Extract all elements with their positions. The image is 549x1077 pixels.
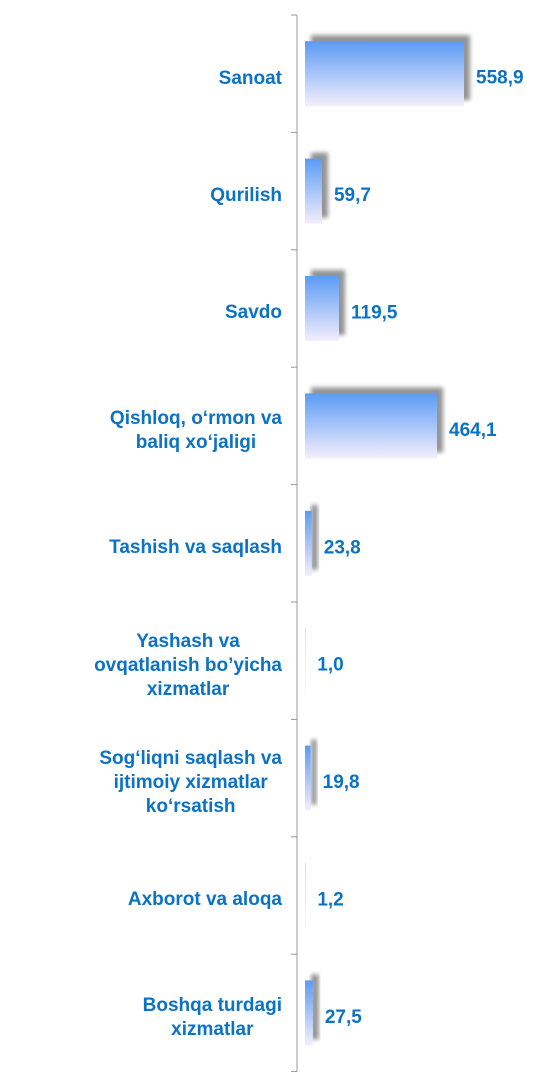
- bar: [305, 276, 339, 341]
- category-label: Sanoat: [2, 20, 282, 137]
- value-label: 119,5: [351, 303, 398, 324]
- bar-shadow: [311, 740, 317, 805]
- value-label: 59,7: [334, 185, 371, 206]
- bar-shadow: [311, 505, 318, 570]
- bar: [305, 393, 437, 458]
- value-label: 464,1: [449, 420, 497, 441]
- category-text: Axborot va aloqa: [128, 888, 282, 912]
- category-label: Qurilish: [2, 137, 282, 254]
- category-label: Sog‘liqni saqlash va ijtimoiy xizmatlar …: [2, 724, 282, 841]
- bar: [305, 746, 311, 811]
- category-text: Sog‘liqni saqlash va ijtimoiy xizmatlar …: [99, 747, 282, 819]
- bar: [305, 511, 312, 576]
- bar: [305, 980, 313, 1045]
- value-label: 27,5: [325, 1007, 362, 1028]
- category-label: Tashish va saqlash: [2, 490, 282, 607]
- value-label: 558,9: [476, 68, 524, 89]
- category-text: Sanoat: [219, 67, 282, 91]
- category-text: Savdo: [225, 301, 282, 325]
- category-text: Yashash va ovqatlanish bo’yicha xizmatla…: [94, 630, 282, 702]
- value-label: 23,8: [324, 537, 361, 558]
- value-label: 1,0: [317, 655, 343, 676]
- category-label: Qishloq, o‘rmon va baliq xo‘jaligi: [2, 372, 282, 489]
- category-text: Boshqa turdagi xizmatlar: [143, 994, 282, 1042]
- category-label: Axborot va aloqa: [2, 842, 282, 959]
- category-label: Boshqa turdagi xizmatlar: [2, 959, 282, 1076]
- category-text: Qurilish: [210, 184, 282, 208]
- value-label: 1,2: [317, 890, 343, 911]
- category-label: Yashash va ovqatlanish bo’yicha xizmatla…: [2, 607, 282, 724]
- value-label: 19,8: [323, 772, 360, 793]
- category-label: Savdo: [2, 255, 282, 372]
- category-text: Qishloq, o‘rmon va baliq xo‘jaligi: [110, 407, 282, 455]
- bar: [305, 41, 464, 106]
- category-text: Tashish va saqlash: [109, 536, 282, 560]
- bar: [305, 159, 322, 224]
